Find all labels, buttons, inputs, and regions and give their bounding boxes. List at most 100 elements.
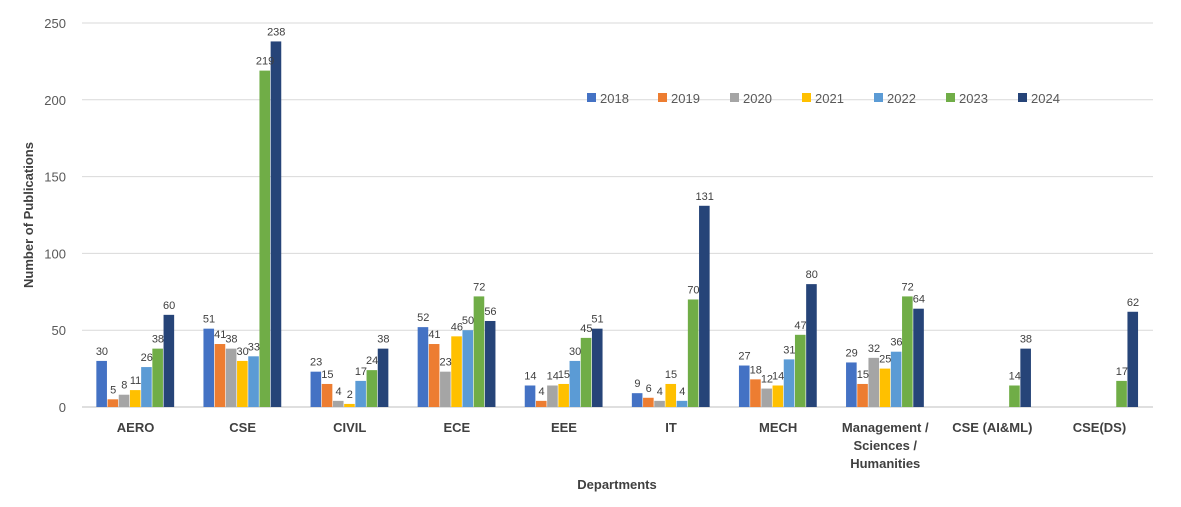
data-label: 80: [806, 269, 818, 281]
data-label: 56: [484, 306, 496, 318]
data-label: 27: [738, 351, 750, 363]
y-tick-label: 150: [44, 170, 66, 185]
data-label: 60: [163, 300, 175, 312]
bar: [902, 296, 913, 407]
legend-label: 2020: [743, 91, 772, 106]
data-label: 2: [347, 389, 353, 401]
x-category-label: CSE: [229, 420, 256, 435]
data-label: 30: [237, 346, 249, 358]
y-tick-label: 200: [44, 93, 66, 108]
y-tick-label: 100: [44, 246, 66, 261]
bar: [738, 365, 750, 407]
data-label: 36: [890, 337, 902, 349]
bar: [451, 336, 462, 407]
bar: [761, 388, 772, 407]
bar: [484, 320, 496, 407]
data-label: 17: [1116, 366, 1128, 378]
data-label: 62: [1127, 297, 1139, 309]
bar: [440, 371, 451, 407]
legend: 2018 2019 2020 2021 2022 2023 2024: [587, 91, 1060, 106]
legend-label: 2022: [887, 91, 916, 106]
data-label: 41: [214, 329, 226, 341]
bar: [203, 328, 215, 407]
data-label: 14: [772, 370, 784, 382]
bar: [428, 344, 440, 407]
data-label: 38: [377, 334, 389, 346]
bar: [772, 385, 784, 407]
data-label: 30: [569, 346, 581, 358]
bar: [1009, 385, 1020, 407]
bar: [535, 400, 547, 407]
bar: [141, 367, 152, 407]
legend-swatch: [946, 93, 955, 102]
data-label: 6: [646, 383, 652, 395]
bar: [890, 351, 902, 407]
bar: [417, 327, 429, 407]
bar: [547, 385, 558, 407]
bar: [524, 385, 536, 407]
bar: [783, 359, 795, 407]
bar: [462, 330, 474, 407]
data-label: 11: [130, 375, 141, 387]
data-label: 38: [1020, 334, 1032, 346]
data-label: 131: [695, 191, 713, 203]
bar: [631, 393, 643, 407]
data-label: 17: [355, 366, 367, 378]
legend-swatch: [658, 93, 667, 102]
data-label: 8: [121, 380, 127, 392]
data-label: 14: [524, 370, 536, 382]
bar: [665, 383, 677, 407]
data-label: 51: [203, 314, 215, 326]
bar: [846, 362, 857, 407]
legend-label: 2019: [671, 91, 700, 106]
bar: [643, 397, 654, 407]
bar: [321, 383, 333, 407]
bar: [868, 357, 880, 407]
x-axis-categories: AERO CSE CIVIL ECE EEE IT MECH Management / Scie…: [117, 420, 1126, 471]
y-axis-title: Number of Publications: [21, 142, 36, 288]
bar: [1127, 311, 1139, 407]
bar: [654, 400, 665, 407]
bar: [580, 337, 592, 407]
data-label: 47: [794, 320, 806, 332]
data-label: 51: [591, 314, 603, 326]
data-label: 32: [868, 343, 880, 355]
data-label: 29: [846, 347, 858, 359]
data-label: 45: [580, 323, 592, 335]
data-label: 30: [96, 346, 108, 358]
data-label: 38: [225, 334, 237, 346]
bar: [163, 314, 175, 407]
bar: [1116, 380, 1127, 407]
x-category-label: EEE: [551, 420, 577, 435]
bar: [107, 399, 119, 407]
data-label: 70: [687, 284, 699, 296]
x-axis-title: Departments: [577, 477, 656, 492]
bar: [96, 360, 107, 407]
data-label: 15: [321, 369, 333, 381]
x-category-label: CSE(DS): [1073, 420, 1126, 435]
bar: [366, 370, 378, 407]
y-axis-ticks: 0 50 100 150 200 250: [44, 16, 66, 415]
bar: [214, 344, 226, 407]
data-label: 72: [473, 281, 485, 293]
data-label: 15: [857, 369, 869, 381]
data-label: 52: [417, 312, 429, 324]
bar: [118, 394, 130, 407]
legend-swatch: [1018, 93, 1027, 102]
bar: [879, 368, 891, 407]
bar: [687, 299, 699, 407]
legend-label: 2024: [1031, 91, 1060, 106]
data-label: 4: [657, 386, 663, 398]
legend-swatch: [587, 93, 596, 102]
x-category-label: Management / Sciences / Humanities: [842, 420, 929, 471]
legend-label: 2023: [959, 91, 988, 106]
legend-swatch: [802, 93, 811, 102]
data-label: 4: [679, 386, 685, 398]
data-label: 41: [428, 329, 440, 341]
legend-label: 2018: [600, 91, 629, 106]
bar: [270, 41, 282, 407]
data-label: 24: [366, 355, 378, 367]
bar: [750, 379, 761, 407]
bar: [332, 400, 344, 407]
